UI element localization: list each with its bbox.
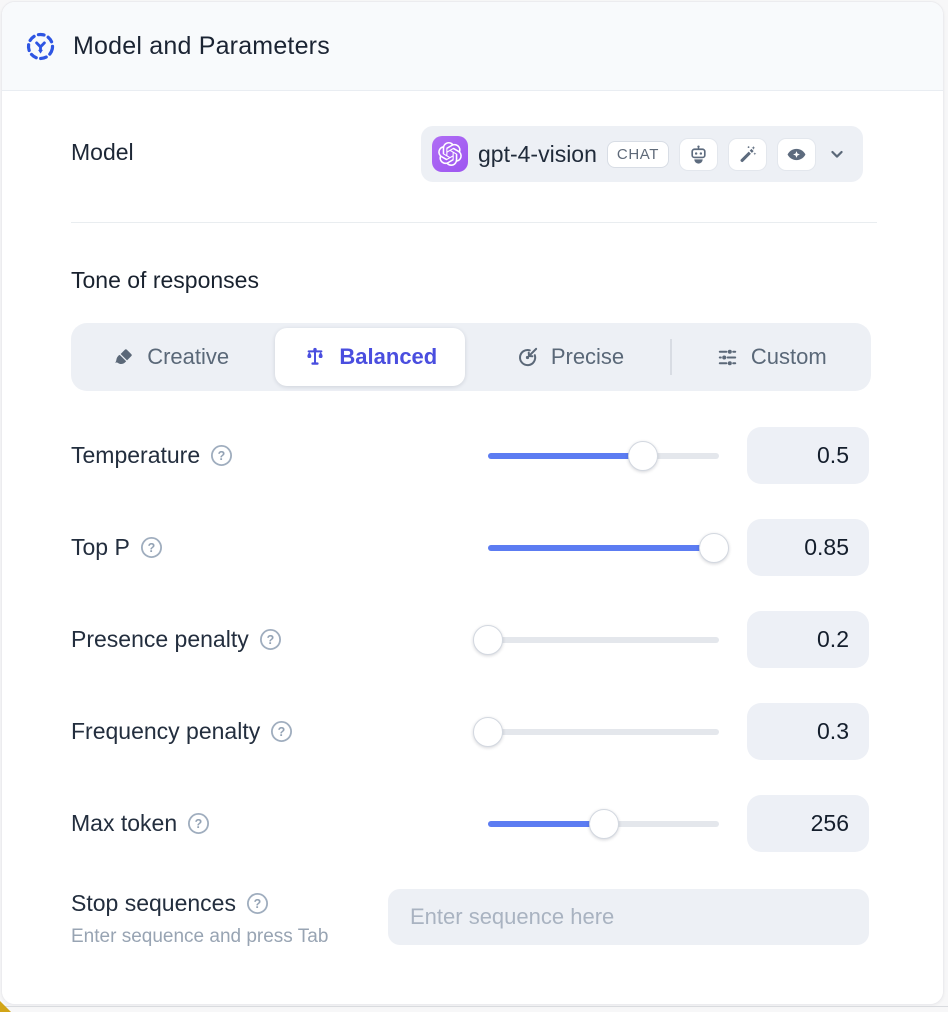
model-type-badge: CHAT (606, 140, 670, 168)
param-label: Presence penalty (71, 626, 249, 652)
slider-thumb[interactable] (473, 716, 503, 747)
tone-option-balanced[interactable]: Balanced (275, 328, 466, 386)
paintbrush-icon (112, 346, 135, 369)
param-label: Max token (71, 810, 178, 836)
openai-logo (432, 136, 468, 172)
top-p-slider[interactable] (488, 519, 730, 576)
frequency-penalty-slider[interactable] (473, 703, 719, 760)
svg-text:?: ? (195, 817, 203, 831)
svg-text:?: ? (218, 449, 226, 463)
stop-sequences-helper: Enter sequence and press Tab (71, 926, 329, 947)
stop-sequences-label: Stop sequences (71, 890, 236, 916)
param-label: Temperature (71, 442, 201, 468)
panel-header: Model and Parameters (2, 2, 943, 91)
sliders-icon (716, 346, 739, 369)
background-corner-accent (0, 1001, 11, 1012)
balance-scale-icon (303, 345, 327, 369)
magic-wand-icon (728, 137, 768, 171)
segment-divider (669, 339, 672, 375)
question-circle-icon[interactable]: ? (210, 444, 233, 467)
param-label: Frequency penalty (71, 718, 261, 744)
section-divider (71, 222, 877, 223)
temperature-slider[interactable] (488, 427, 719, 484)
tone-option-label: Creative (147, 344, 230, 369)
slider-thumb[interactable] (588, 808, 619, 839)
presence-penalty-slider[interactable] (473, 611, 719, 668)
param-row-presence-penalty: Presence penalty ? 0.2 (71, 611, 869, 668)
tone-option-precise[interactable]: Precise (470, 323, 669, 391)
model-label: Model (71, 139, 134, 165)
panel-title: Model and Parameters (73, 31, 330, 60)
tone-option-label: Balanced (339, 344, 438, 369)
max-token-slider[interactable] (488, 795, 719, 852)
tone-option-custom[interactable]: Custom (672, 323, 871, 391)
question-circle-icon[interactable]: ? (270, 720, 293, 743)
stop-sequences-label-group: Stop sequences ? Enter sequence and pres… (71, 890, 328, 948)
param-label: Top P (71, 534, 130, 560)
max-token-value[interactable]: 256 (747, 795, 869, 852)
question-circle-icon[interactable]: ? (259, 628, 282, 651)
svg-text:?: ? (254, 897, 262, 911)
model-select[interactable]: gpt-4-vision CHAT (421, 126, 863, 182)
top-p-value[interactable]: 0.85 (747, 519, 869, 576)
svg-text:?: ? (148, 541, 156, 555)
temperature-value[interactable]: 0.5 (747, 427, 869, 484)
param-row-top-p: Top P ? 0.85 (71, 519, 869, 576)
param-row-max-token: Max token ? 256 (71, 795, 869, 852)
tone-segmented-control: Creative Balanced (71, 323, 871, 391)
slider-thumb[interactable] (473, 624, 503, 655)
frequency-penalty-value[interactable]: 0.3 (747, 703, 869, 760)
svg-text:?: ? (266, 633, 274, 647)
tone-option-creative[interactable]: Creative (71, 323, 270, 391)
vision-eye-icon (777, 137, 817, 171)
slider-thumb[interactable] (627, 440, 658, 471)
chevron-down-icon (826, 143, 848, 165)
question-circle-icon[interactable]: ? (140, 536, 163, 559)
robot-icon (679, 137, 719, 171)
tone-option-label: Custom (750, 344, 827, 369)
stop-sequence-input[interactable] (388, 889, 869, 945)
background-divider (0, 1006, 948, 1007)
question-circle-icon[interactable]: ? (187, 812, 210, 835)
svg-text:?: ? (278, 725, 286, 739)
selected-model-name: gpt-4-vision (478, 140, 597, 167)
param-row-frequency-penalty: Frequency penalty ? 0.3 (71, 703, 869, 760)
param-row-temperature: Temperature ? 0.5 (71, 427, 869, 484)
presence-penalty-value[interactable]: 0.2 (747, 611, 869, 668)
tone-heading: Tone of responses (71, 267, 259, 293)
question-circle-icon[interactable]: ? (246, 892, 269, 915)
tone-option-label: Precise (550, 344, 625, 369)
slider-thumb[interactable] (699, 532, 730, 563)
target-icon (516, 346, 539, 369)
model-hub-icon (25, 31, 56, 62)
